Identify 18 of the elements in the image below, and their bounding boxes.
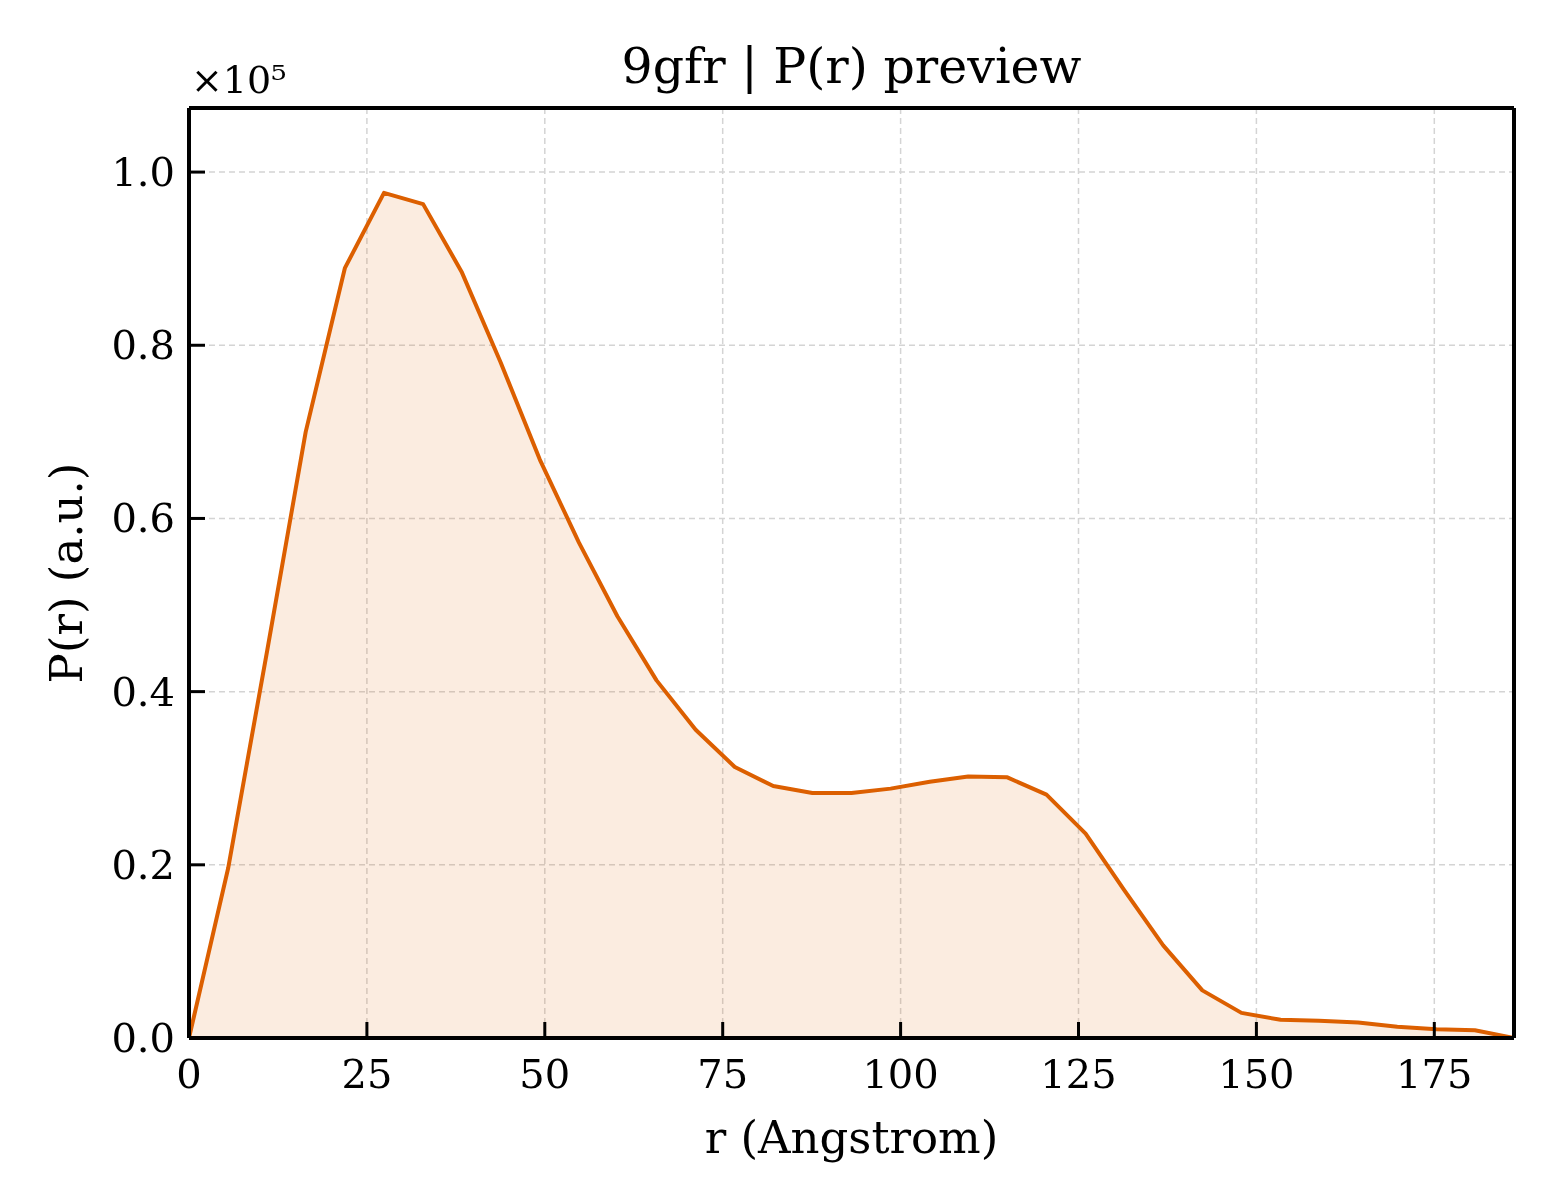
x-tick-label: 175 [1396,1051,1473,1097]
x-axis-title: r (Angstrom) [704,1111,999,1164]
y-tick-label: 0.8 [111,322,175,369]
y-tick-label: 0.2 [111,841,175,888]
x-tick-label: 50 [519,1051,571,1097]
x-tick-label: 150 [1218,1051,1295,1097]
x-tick-label: 25 [341,1051,393,1097]
chart-title: 9gfr | P(r) preview [621,38,1082,95]
y-tick-label: 0.4 [111,668,175,715]
text: ×10⁵ [191,58,287,102]
y-tick-label: 0.6 [111,495,175,542]
y-tick-label: 1.0 [111,149,175,196]
x-tick-label: 0 [176,1051,202,1097]
y-tick-label: 0.0 [111,1015,175,1061]
y-axis-title: P(r) (a.u.) [40,462,93,684]
x-tick-label: 75 [697,1051,749,1097]
x-tick-label: 125 [1040,1051,1117,1097]
x-tick-label: 100 [862,1051,939,1097]
